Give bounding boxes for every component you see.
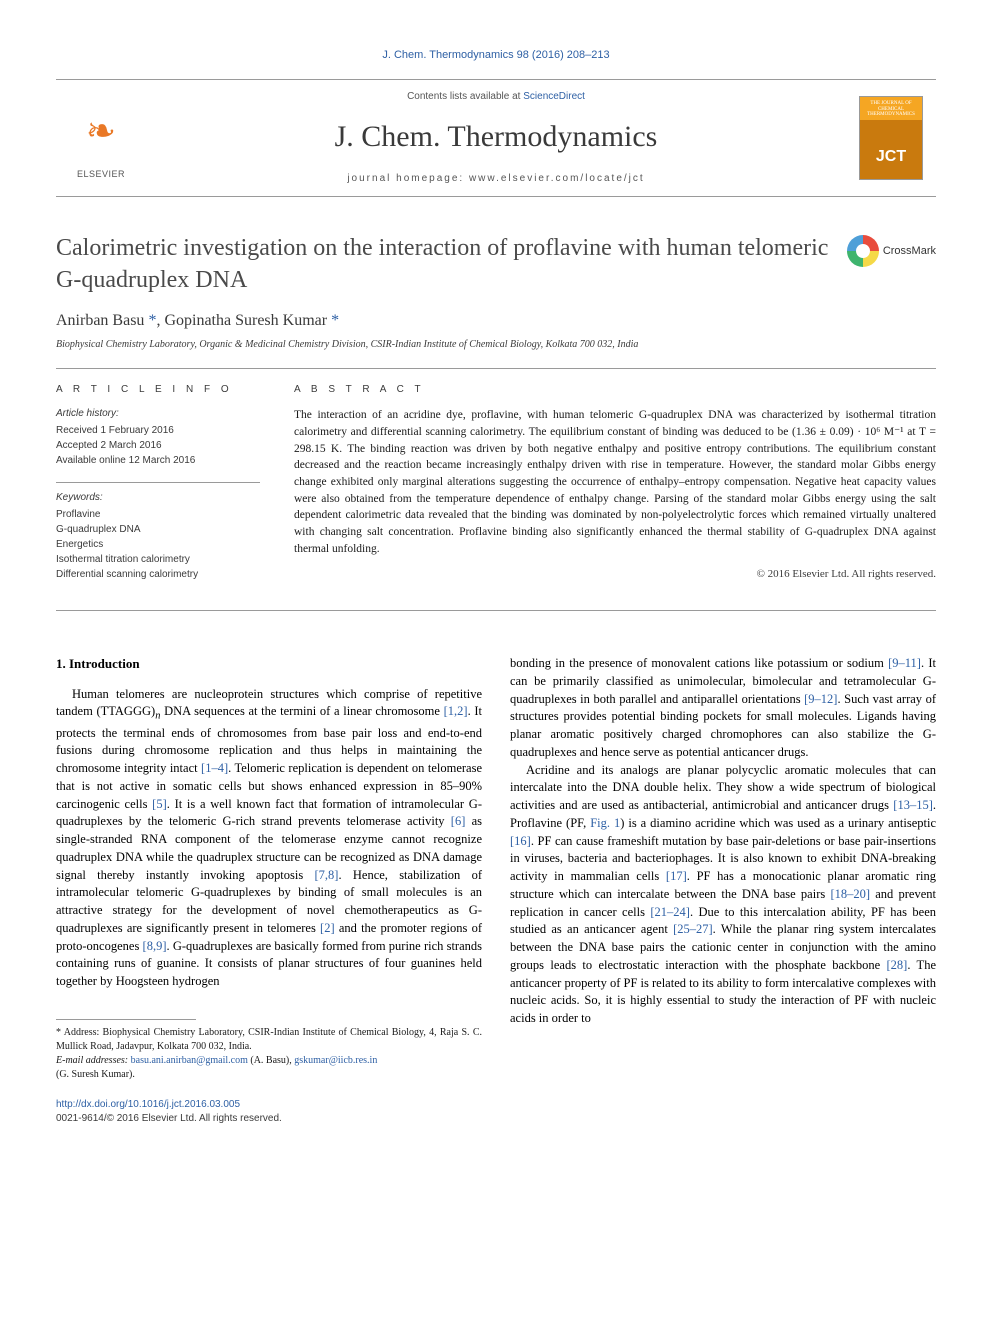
keyword-4: Isothermal titration calorimetry bbox=[56, 552, 260, 567]
issn-copyright: 0021-9614/© 2016 Elsevier Ltd. All right… bbox=[56, 1112, 482, 1126]
article-info-column: A R T I C L E I N F O Article history: R… bbox=[56, 369, 276, 610]
keyword-3: Energetics bbox=[56, 537, 260, 552]
body-columns: 1. Introduction Human telomeres are nucl… bbox=[56, 655, 936, 1126]
header-citation: J. Chem. Thermodynamics 98 (2016) 208–21… bbox=[56, 48, 936, 63]
footnotes: * Address: Biophysical Chemistry Laborat… bbox=[56, 1026, 482, 1082]
body-column-right: bonding in the presence of monovalent ca… bbox=[510, 655, 936, 1126]
section-1-heading: 1. Introduction bbox=[56, 655, 482, 673]
email-2-name: (G. Suresh Kumar). bbox=[56, 1069, 135, 1080]
cover-abbrev: JCT bbox=[876, 146, 906, 168]
journal-name: J. Chem. Thermodynamics bbox=[146, 116, 846, 158]
history-label: Article history: bbox=[56, 407, 260, 421]
article-history-block: Article history: Received 1 February 201… bbox=[56, 407, 260, 468]
online-date: Available online 12 March 2016 bbox=[56, 453, 260, 468]
crossmark-icon bbox=[847, 235, 879, 267]
keyword-1: Proflavine bbox=[56, 507, 260, 522]
keywords-block: Keywords: Proflavine G-quadruplex DNA En… bbox=[56, 482, 260, 582]
contents-line: Contents lists available at ScienceDirec… bbox=[146, 90, 846, 104]
journal-header: ❧ ELSEVIER Contents lists available at S… bbox=[56, 79, 936, 197]
abstract-column: A B S T R A C T The interaction of an ac… bbox=[276, 369, 936, 610]
article-info-heading: A R T I C L E I N F O bbox=[56, 383, 260, 397]
abstract-copyright: © 2016 Elsevier Ltd. All rights reserved… bbox=[294, 567, 936, 582]
elsevier-tree-icon: ❧ bbox=[69, 96, 133, 166]
homepage-prefix: journal homepage: bbox=[347, 173, 469, 184]
keyword-2: G-quadruplex DNA bbox=[56, 522, 260, 537]
publisher-name: ELSEVIER bbox=[77, 168, 125, 181]
email-1-name: (A. Basu), bbox=[248, 1055, 294, 1066]
corresponding-address: * Address: Biophysical Chemistry Laborat… bbox=[56, 1026, 482, 1054]
crossmark-badge[interactable]: CrossMark bbox=[847, 235, 936, 267]
keywords-label: Keywords: bbox=[56, 491, 260, 505]
abstract-text: The interaction of an acridine dye, prof… bbox=[294, 407, 936, 557]
title-row: Calorimetric investigation on the intera… bbox=[56, 233, 936, 295]
email-2[interactable]: gskumar@iicb.res.in bbox=[294, 1055, 377, 1066]
journal-cover-block: THE JOURNAL OF CHEMICAL THERMODYNAMICS J… bbox=[846, 96, 936, 180]
received-date: Received 1 February 2016 bbox=[56, 423, 260, 438]
author-list: Anirban Basu *, Gopinatha Suresh Kumar * bbox=[56, 312, 339, 329]
doi-link[interactable]: http://dx.doi.org/10.1016/j.jct.2016.03.… bbox=[56, 1098, 482, 1112]
info-abstract-block: A R T I C L E I N F O Article history: R… bbox=[56, 368, 936, 611]
abstract-heading: A B S T R A C T bbox=[294, 383, 936, 397]
sciencedirect-link[interactable]: ScienceDirect bbox=[523, 91, 585, 102]
header-center: Contents lists available at ScienceDirec… bbox=[146, 90, 846, 186]
intro-paragraph-3: Acridine and its analogs are planar poly… bbox=[510, 762, 936, 1028]
intro-paragraph-2: bonding in the presence of monovalent ca… bbox=[510, 655, 936, 762]
homepage-url[interactable]: www.elsevier.com/locate/jct bbox=[469, 173, 645, 184]
contents-prefix: Contents lists available at bbox=[407, 91, 523, 102]
keyword-5: Differential scanning calorimetry bbox=[56, 567, 260, 582]
intro-paragraph-1: Human telomeres are nucleoprotein struct… bbox=[56, 686, 482, 991]
cover-title: THE JOURNAL OF CHEMICAL THERMODYNAMICS bbox=[864, 101, 918, 118]
crossmark-label: CrossMark bbox=[883, 244, 936, 259]
publisher-logo-block: ❧ ELSEVIER bbox=[56, 96, 146, 181]
email-1[interactable]: basu.ani.anirban@gmail.com bbox=[131, 1055, 248, 1066]
affiliation: Biophysical Chemistry Laboratory, Organi… bbox=[56, 338, 936, 352]
accepted-date: Accepted 2 March 2016 bbox=[56, 438, 260, 453]
authors: Anirban Basu *, Gopinatha Suresh Kumar * bbox=[56, 310, 936, 332]
email-label: E-mail addresses: bbox=[56, 1055, 131, 1066]
email-line: E-mail addresses: basu.ani.anirban@gmail… bbox=[56, 1054, 482, 1082]
footnote-separator bbox=[56, 1019, 196, 1020]
journal-cover-icon: THE JOURNAL OF CHEMICAL THERMODYNAMICS J… bbox=[859, 96, 923, 180]
tree-glyph: ❧ bbox=[86, 113, 116, 149]
body-column-left: 1. Introduction Human telomeres are nucl… bbox=[56, 655, 482, 1126]
journal-homepage: journal homepage: www.elsevier.com/locat… bbox=[146, 172, 846, 186]
article-title: Calorimetric investigation on the intera… bbox=[56, 233, 835, 295]
